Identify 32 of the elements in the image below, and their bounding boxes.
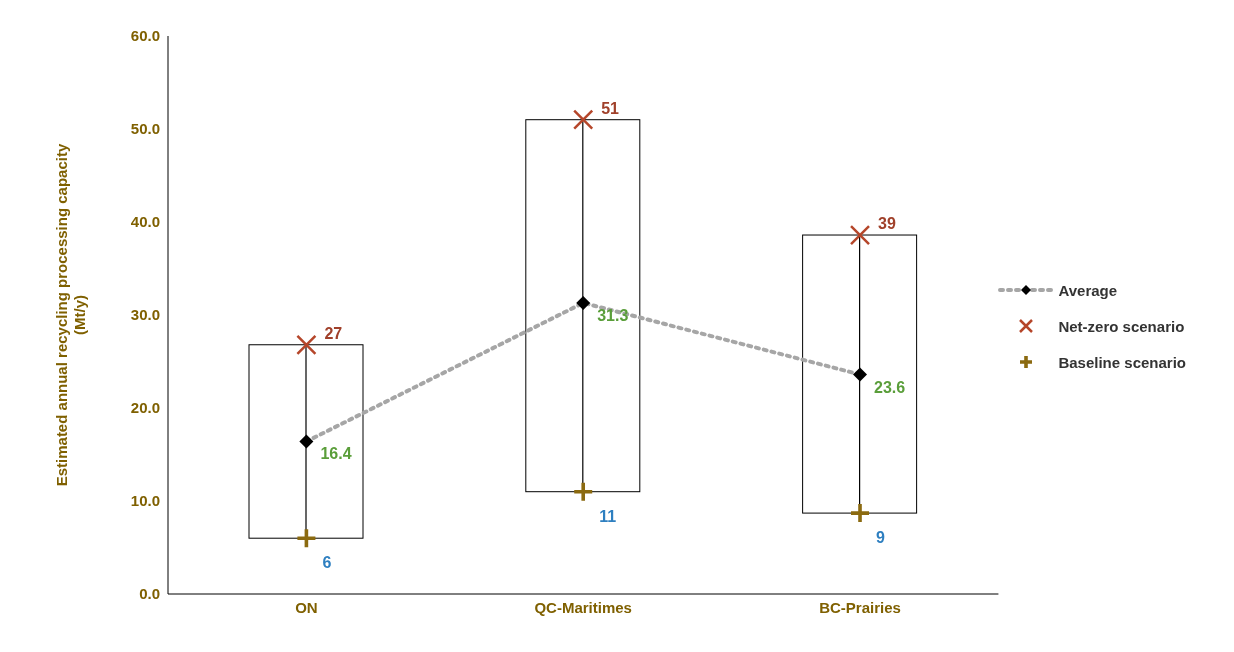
legend-label: Net-zero scenario bbox=[1058, 317, 1185, 335]
bar bbox=[525, 119, 641, 493]
x-tick-label: QC-Maritimes bbox=[534, 598, 632, 616]
data-label: 6 bbox=[322, 554, 332, 572]
legend-label: Average bbox=[1058, 281, 1118, 299]
y-axis-title: Estimated annual recycling processing capacity (Mt/y) bbox=[53, 143, 88, 487]
y-tick-label: 10.0 bbox=[130, 492, 160, 510]
data-label: 16.4 bbox=[320, 445, 352, 463]
x-tick-label: ON bbox=[295, 598, 318, 616]
y-tick-label: 20.0 bbox=[130, 399, 160, 417]
bar bbox=[802, 234, 918, 514]
point bbox=[849, 224, 871, 246]
y-tick-label: 50.0 bbox=[130, 120, 160, 138]
y-tick-label: 0.0 bbox=[139, 585, 160, 603]
point bbox=[572, 109, 594, 130]
point bbox=[574, 482, 593, 501]
data-label: 27 bbox=[324, 324, 343, 342]
y-tick-label: 60.0 bbox=[130, 27, 160, 45]
legend-label: Baseline scenario bbox=[1058, 353, 1186, 371]
data-label: 9 bbox=[876, 529, 886, 547]
data-label: 39 bbox=[878, 215, 896, 233]
point bbox=[851, 504, 870, 523]
data-label: 31.3 bbox=[597, 306, 629, 324]
data-label: 51 bbox=[601, 99, 620, 117]
y-tick-label: 40.0 bbox=[130, 213, 160, 231]
point bbox=[296, 334, 317, 356]
data-label: 11 bbox=[599, 507, 617, 525]
x-tick-label: BC-Prairies bbox=[819, 598, 901, 616]
data-label: 23.6 bbox=[874, 378, 906, 396]
bar bbox=[248, 344, 364, 539]
y-tick-label: 30.0 bbox=[130, 306, 160, 324]
point bbox=[297, 529, 316, 548]
